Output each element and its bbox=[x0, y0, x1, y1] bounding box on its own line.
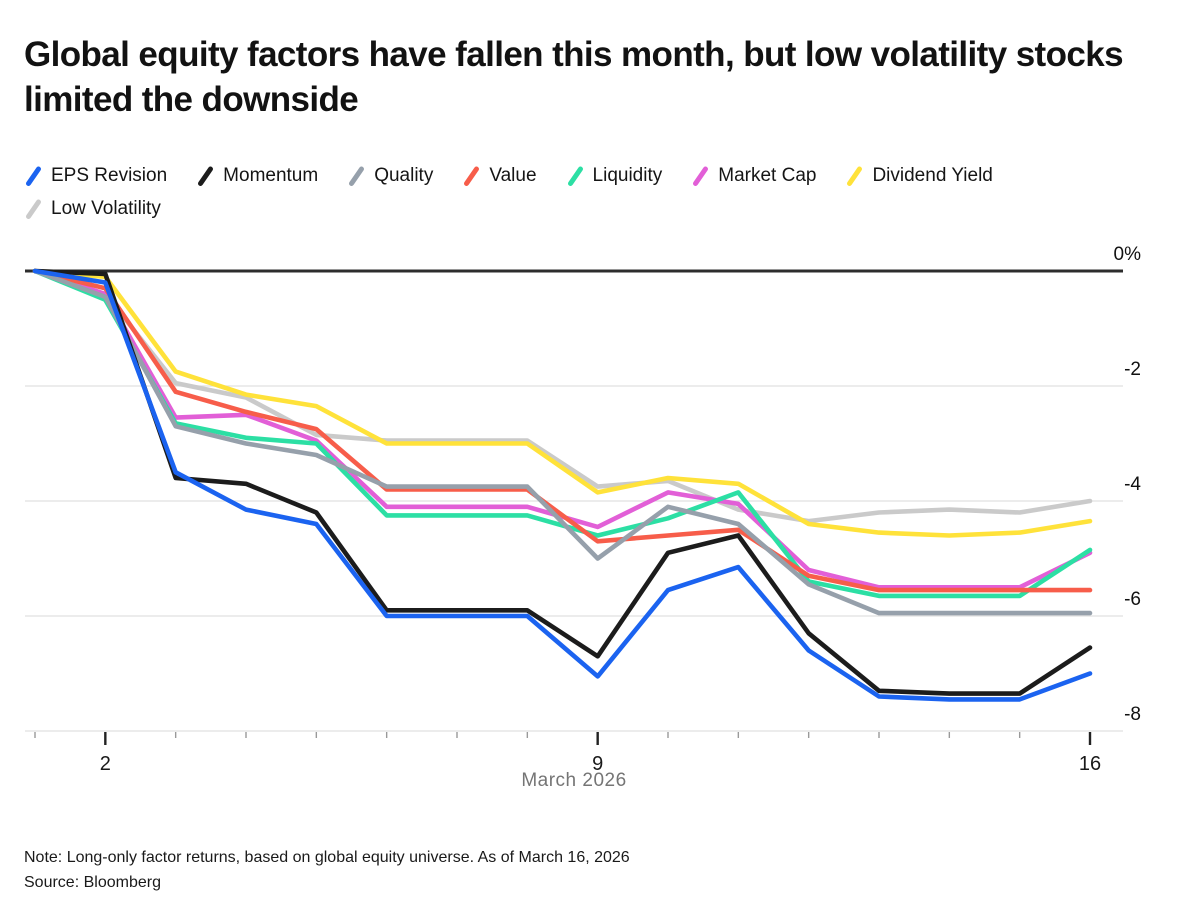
chart-title: Global equity factors have fallen this m… bbox=[24, 35, 1124, 120]
legend-item-liquidity[interactable]: Liquidity bbox=[567, 163, 663, 189]
series-line-quality bbox=[32, 268, 1093, 616]
legend-slash-icon bbox=[26, 166, 41, 186]
series-line-dividend-yield bbox=[32, 268, 1093, 538]
legend: EPS Revision Momentum Quality Value Liquidit… bbox=[25, 163, 995, 222]
x-axis-title: March 2026 bbox=[521, 770, 627, 791]
legend-slash-icon bbox=[26, 199, 41, 219]
legend-slash-icon bbox=[847, 166, 863, 186]
note-text: Note: Long-only factor returns, based on… bbox=[24, 849, 630, 866]
legend-item-dividend-yield[interactable]: Dividend Yield bbox=[846, 163, 993, 189]
x-axis-tick-label: 9 bbox=[592, 753, 603, 775]
y-axis-label: -6 bbox=[1124, 589, 1141, 610]
legend-label: Dividend Yield bbox=[872, 165, 993, 186]
legend-item-momentum[interactable]: Momentum bbox=[197, 163, 318, 189]
legend-slash-icon bbox=[349, 166, 365, 186]
legend-label: Low Volatility bbox=[51, 198, 161, 219]
series-line-momentum bbox=[32, 268, 1093, 696]
y-axis-label: -4 bbox=[1124, 474, 1141, 495]
y-axis-label: 0% bbox=[1114, 244, 1142, 265]
legend-label: EPS Revision bbox=[51, 165, 168, 186]
legend-slash-icon bbox=[198, 166, 214, 186]
legend-slash-icon bbox=[567, 166, 583, 186]
chart-footnote: Note: Long-only factor returns, based on… bbox=[24, 845, 630, 895]
x-axis-tick-label: 2 bbox=[100, 753, 111, 775]
legend-label: Quality bbox=[374, 165, 434, 186]
series-line-low-volatility bbox=[32, 268, 1093, 524]
legend-item-value[interactable]: Value bbox=[463, 163, 537, 189]
series-line-value bbox=[32, 268, 1093, 593]
series-line-eps-revision bbox=[32, 268, 1093, 702]
legend-item-eps-revision[interactable]: EPS Revision bbox=[25, 163, 167, 189]
source-text: Source: Bloomberg bbox=[24, 874, 161, 891]
legend-item-market-cap[interactable]: Market Cap bbox=[692, 163, 816, 189]
legend-item-low-volatility[interactable]: Low Volatility bbox=[25, 196, 161, 222]
legend-label: Liquidity bbox=[592, 165, 663, 186]
legend-slash-icon bbox=[464, 166, 480, 186]
legend-slash-icon bbox=[693, 166, 709, 186]
legend-label: Momentum bbox=[223, 165, 319, 186]
legend-item-quality[interactable]: Quality bbox=[348, 163, 433, 189]
series-line-liquidity bbox=[32, 268, 1093, 599]
y-axis-label: -8 bbox=[1124, 704, 1141, 725]
x-axis-tick-label: 16 bbox=[1079, 753, 1101, 775]
legend-label: Market Cap bbox=[718, 165, 817, 186]
y-axis-label: -2 bbox=[1124, 359, 1141, 380]
legend-label: Value bbox=[489, 165, 537, 186]
